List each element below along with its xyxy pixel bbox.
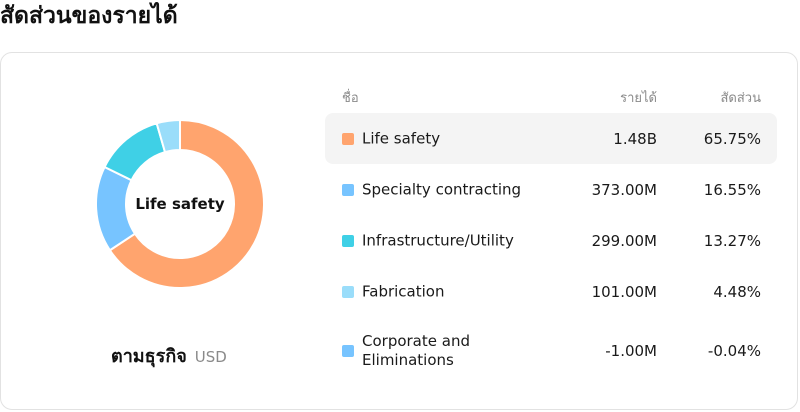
- donut-slice-life-safety[interactable]: [108, 118, 265, 289]
- table-row-corporate-eliminations[interactable]: Corporate and Eliminations -1.00M -0.04%: [325, 325, 777, 376]
- revenue-breakdown-card: Life safety ตามธุรกิจ USD ชื่อ รายได้ สั…: [0, 52, 798, 410]
- donut-slice-fabrication[interactable]: [155, 118, 181, 154]
- legend-swatch: [342, 285, 354, 298]
- segment-name: Life safety: [362, 129, 441, 147]
- table-row-fabrication[interactable]: Fabrication 101.00M 4.48%: [325, 266, 777, 317]
- legend-swatch: [342, 132, 354, 145]
- legend-swatch: [342, 234, 354, 247]
- segment-share: 65.75%: [703, 129, 761, 148]
- currency-unit: USD: [194, 348, 227, 366]
- header-share: สัดส่วน: [720, 91, 762, 106]
- segment-revenue: 373.00M: [591, 180, 657, 199]
- table-header: ชื่อ รายได้ สัดส่วน: [325, 87, 777, 109]
- header-name: ชื่อ: [342, 91, 359, 106]
- segment-name: Corporate and Eliminations: [362, 331, 470, 369]
- legend-swatch: [342, 344, 354, 357]
- chart-caption: ตามธุรกิจ USD: [111, 341, 271, 369]
- segment-name: Infrastructure/Utility: [362, 231, 514, 249]
- segment-revenue: -1.00M: [605, 341, 657, 360]
- table-row-specialty-contracting[interactable]: Specialty contracting 373.00M 16.55%: [325, 164, 777, 215]
- donut-center-label: Life safety: [135, 195, 225, 213]
- segment-name: Specialty contracting: [362, 180, 522, 198]
- donut-chart: Life safety: [95, 117, 265, 291]
- header-revenue: รายได้: [620, 91, 657, 106]
- donut-svg: [95, 118, 265, 289]
- segment-share: 4.48%: [713, 282, 761, 301]
- segment-share: 16.55%: [703, 180, 761, 199]
- legend-swatch: [342, 183, 354, 196]
- segment-name: Fabrication: [362, 282, 445, 300]
- segment-share: -0.04%: [707, 341, 761, 360]
- table-row-infrastructure-utility[interactable]: Infrastructure/Utility 299.00M 13.27%: [325, 215, 777, 266]
- segment-revenue: 299.00M: [591, 231, 657, 250]
- table-row-life-safety[interactable]: Life safety 1.48B 65.75%: [325, 113, 777, 164]
- page-title: สัดส่วนของรายได้: [0, 3, 178, 29]
- segment-revenue: 1.48B: [613, 129, 657, 148]
- segment-revenue: 101.00M: [591, 282, 657, 301]
- caption-label: ตามธุรกิจ: [111, 346, 187, 367]
- segment-share: 13.27%: [703, 231, 761, 250]
